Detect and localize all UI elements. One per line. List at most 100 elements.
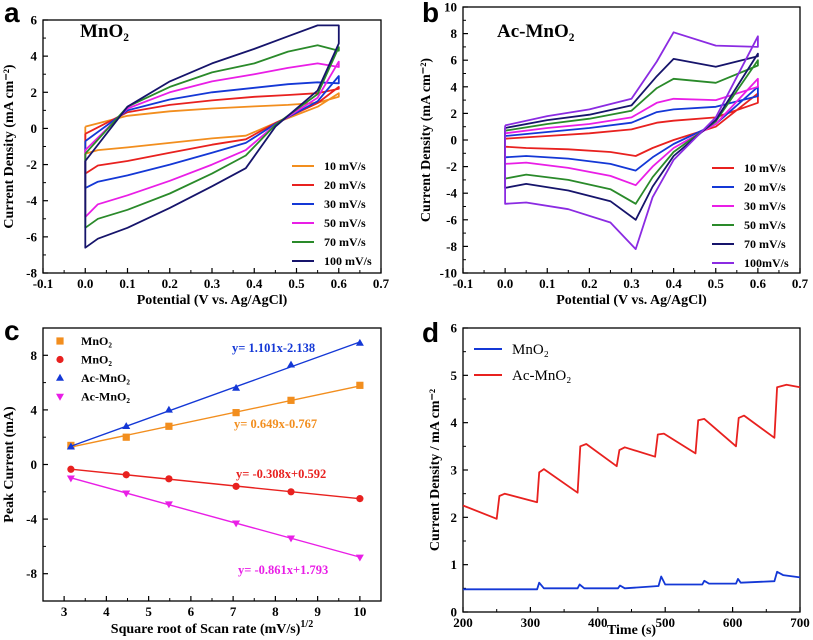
x-tick-label: 10 bbox=[353, 604, 366, 619]
x-tick-label: 400 bbox=[588, 615, 608, 630]
y-tick-label: -6 bbox=[446, 212, 457, 227]
y-tick-label: 0 bbox=[31, 121, 38, 136]
series-line bbox=[463, 570, 801, 591]
fit-line bbox=[70, 477, 361, 558]
y-axis-label: Peak Current (mA) bbox=[2, 406, 17, 523]
data-point bbox=[165, 475, 173, 483]
data-point bbox=[66, 475, 75, 483]
data-point bbox=[122, 490, 131, 498]
x-tick-label: 0.3 bbox=[623, 276, 640, 291]
y-tick-label: 2 bbox=[451, 106, 458, 121]
legend-label: Ac-MnO₂ bbox=[81, 390, 130, 404]
panel-d: 200 300 400 500 600 700 0 1 2 3 4 5 6 Time (s) Current… bbox=[422, 317, 810, 638]
y-axis-label: Current Density / mA cm⁻² bbox=[428, 389, 443, 551]
x-tick-label: 0.2 bbox=[162, 276, 178, 291]
panel-label: c bbox=[4, 315, 20, 346]
data-point bbox=[122, 422, 131, 429]
x-tick-label: 500 bbox=[655, 615, 675, 630]
y-tick-label: 1 bbox=[451, 557, 458, 572]
data-point bbox=[56, 355, 64, 364]
legend-label: 50 mV/s bbox=[324, 216, 366, 230]
data-point bbox=[67, 465, 75, 473]
fit-line bbox=[70, 341, 361, 447]
data-point bbox=[287, 360, 296, 368]
series-line bbox=[504, 85, 759, 172]
series-line bbox=[84, 92, 340, 155]
y-tick-label: 4 bbox=[451, 415, 458, 430]
y-tick-label: 10 bbox=[444, 0, 457, 15]
x-tick-label: 0.7 bbox=[373, 276, 390, 291]
legend-label: 100mV/s bbox=[744, 256, 789, 270]
series-line bbox=[84, 75, 340, 189]
data-point bbox=[232, 520, 241, 528]
panel-label: a bbox=[4, 0, 20, 28]
y-axis-label: Current Density (mA cm⁻²) bbox=[2, 64, 17, 228]
fit-line bbox=[70, 468, 360, 500]
data-point bbox=[355, 554, 364, 562]
x-tick-label: 0.0 bbox=[77, 276, 93, 291]
x-tick-label: -0.1 bbox=[453, 276, 474, 291]
x-tick-label: 700 bbox=[790, 615, 810, 630]
x-tick-label: 0.6 bbox=[331, 276, 348, 291]
data-point bbox=[356, 495, 364, 503]
legend-label: 30 mV/s bbox=[744, 199, 786, 213]
data-point bbox=[287, 488, 295, 496]
x-tick-label: 7 bbox=[230, 604, 237, 619]
legend-label: 50 mV/s bbox=[744, 218, 786, 232]
x-tick-label: 0.2 bbox=[581, 276, 597, 291]
panel-title: MnO₂ bbox=[80, 21, 129, 42]
series-line bbox=[504, 77, 759, 187]
x-axis-label: Time (s) bbox=[607, 623, 656, 638]
data-point bbox=[122, 471, 130, 479]
series-line bbox=[504, 92, 759, 157]
data-point bbox=[66, 442, 75, 450]
data-point bbox=[287, 535, 296, 543]
legend-label: 70 mV/s bbox=[744, 237, 786, 251]
x-tick-label: 0.4 bbox=[246, 276, 263, 291]
y-tick-label: 8 bbox=[31, 348, 38, 363]
y-tick-label: 4 bbox=[31, 402, 38, 417]
y-tick-label: -2 bbox=[26, 157, 37, 172]
data-point bbox=[355, 338, 364, 346]
y-tick-label: -4 bbox=[26, 193, 37, 208]
data-point bbox=[56, 373, 64, 381]
y-tick-label: 4 bbox=[31, 49, 38, 64]
y-tick-label: 0 bbox=[31, 457, 38, 472]
y-tick-label: 3 bbox=[451, 463, 458, 478]
legend-label: 20 mV/s bbox=[744, 180, 786, 194]
y-tick-label: 6 bbox=[451, 321, 458, 336]
y-tick-label: -8 bbox=[446, 239, 457, 254]
series-line bbox=[504, 59, 759, 205]
y-axis-label: Current Density (mA cm⁻²) bbox=[419, 58, 434, 222]
y-tick-label: 6 bbox=[451, 53, 458, 68]
y-tick-label: -10 bbox=[440, 266, 457, 281]
panel-label: b bbox=[422, 0, 439, 28]
series-line bbox=[462, 383, 801, 520]
legend-label: Ac-MnO₂ bbox=[512, 368, 571, 384]
x-tick-label: 6 bbox=[188, 604, 195, 619]
x-axis-label-superscript: 1/2 bbox=[300, 619, 313, 630]
data-point bbox=[287, 396, 295, 404]
x-tick-label: 0.5 bbox=[288, 276, 305, 291]
x-tick-label: 9 bbox=[314, 604, 321, 619]
y-tick-label: -4 bbox=[26, 512, 37, 527]
y-tick-label: 8 bbox=[451, 26, 458, 41]
fit-line bbox=[70, 385, 361, 448]
legend-label: 100 mV/s bbox=[324, 254, 372, 268]
x-tick-label: 8 bbox=[272, 604, 279, 619]
y-tick-label: 0 bbox=[451, 605, 458, 620]
y-tick-label: -4 bbox=[446, 186, 457, 201]
y-tick-label: 0 bbox=[451, 133, 458, 148]
x-tick-label: 0.1 bbox=[539, 276, 555, 291]
legend-label: MnO₂ bbox=[81, 353, 112, 367]
data-point bbox=[232, 383, 241, 391]
x-tick-label: 0.5 bbox=[708, 276, 725, 291]
data-point bbox=[232, 409, 240, 417]
y-tick-label: 6 bbox=[31, 13, 38, 28]
x-tick-label: 0.1 bbox=[119, 276, 135, 291]
y-tick-label: 2 bbox=[451, 510, 458, 525]
panel-a: -0.1 0.0 0.1 0.2 0.3 0.4 0.5 0.6 0.7 -8 -6 -4 -2 0 2 4 6… bbox=[2, 0, 390, 308]
y-tick-label: 5 bbox=[451, 368, 458, 383]
